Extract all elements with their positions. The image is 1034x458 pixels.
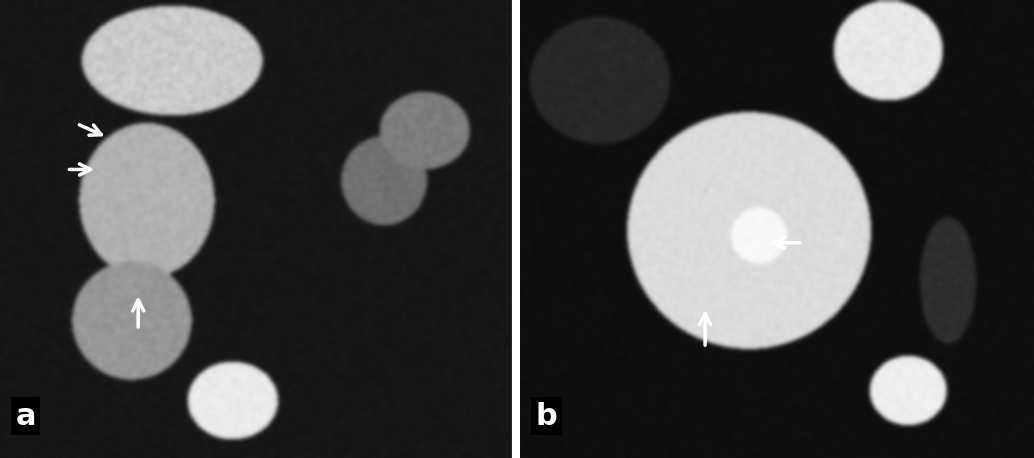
Text: b: b — [536, 402, 557, 431]
Text: a: a — [16, 402, 36, 431]
